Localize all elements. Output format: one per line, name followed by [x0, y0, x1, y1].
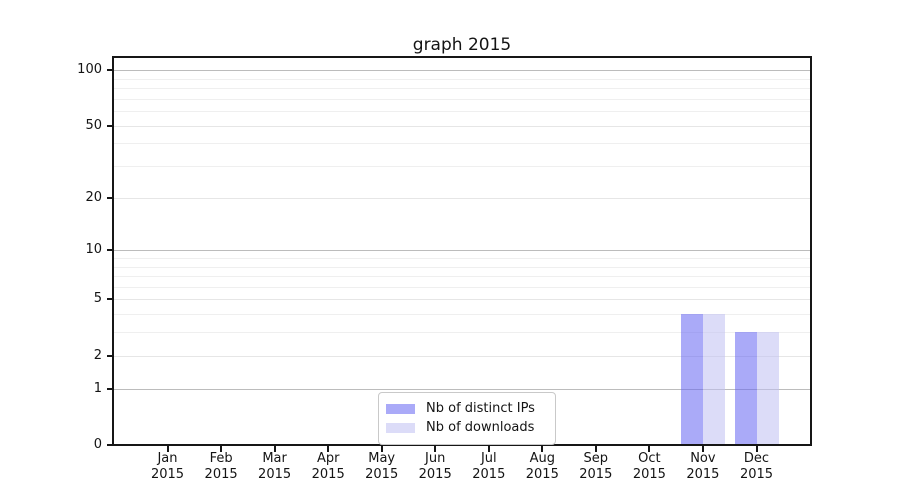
legend-swatch-downloads [386, 422, 415, 433]
chart-title: graph 2015 [412, 35, 512, 55]
gridline-minor-80 [114, 87, 810, 89]
y-axis-tick-5 [107, 298, 114, 301]
x-axis-tick-label-jan: Jan 2015 [128, 451, 208, 483]
gridline-minor-40 [114, 143, 810, 145]
x-axis-tick-oct [648, 446, 651, 452]
gridline-20 [114, 197, 810, 199]
x-tick-year: 2015 [150, 467, 185, 482]
x-tick-year: 2015 [579, 467, 613, 482]
x-axis-tick-aug [541, 446, 544, 452]
bar-downloads-nov [702, 314, 725, 445]
y-axis-tick-100 [107, 69, 114, 71]
y-axis-tick-label-2: 2 [93, 347, 102, 363]
x-axis-tick-label-dec: Dec 2015 [717, 451, 797, 483]
gridline-minor-8 [114, 266, 810, 268]
x-tick-month: Feb [209, 451, 233, 466]
y-axis-tick-label-5: 5 [93, 291, 102, 307]
y-axis-tick-50 [107, 124, 114, 127]
legend-label-downloads: Nb of downloads [426, 419, 535, 435]
gridline-minor-90 [114, 78, 810, 80]
x-tick-year: 2015 [686, 467, 720, 482]
gridline-minor-30 [114, 166, 810, 167]
x-axis-tick-jul [487, 446, 490, 452]
x-tick-year: 2015 [418, 467, 452, 482]
legend-entry-distinct-ips: Nb of distinct IPs [386, 400, 547, 417]
x-tick-year: 2015 [472, 467, 506, 482]
y-axis-tick-label-10: 10 [85, 242, 102, 258]
x-tick-year: 2015 [204, 467, 238, 482]
x-axis-tick-label-feb: Feb 2015 [181, 451, 261, 483]
gridline-100 [114, 70, 810, 71]
x-tick-year: 2015 [365, 467, 399, 482]
x-axis-tick-nov [701, 446, 704, 452]
x-tick-month: Apr [316, 451, 340, 466]
x-tick-month: Dec [743, 451, 770, 466]
x-tick-year: 2015 [632, 467, 666, 482]
gridline-10 [114, 250, 810, 252]
x-axis-tick-feb [220, 446, 223, 452]
x-axis-tick-mar [273, 446, 276, 452]
gridline-1 [114, 388, 810, 390]
y-axis-tick-1 [107, 387, 114, 390]
gridline-minor-9 [114, 257, 810, 259]
bar-downloads-dec [756, 332, 779, 445]
x-axis-tick-label-jun: Jun 2015 [395, 451, 475, 483]
x-axis-tick-jan [166, 446, 169, 452]
x-tick-year: 2015 [525, 467, 559, 482]
x-tick-month: Oct [638, 451, 661, 466]
x-tick-month: Jun [425, 451, 446, 466]
x-axis-tick-label-may: May 2015 [342, 451, 422, 483]
x-tick-month: Sep [583, 451, 609, 466]
x-axis-tick-label-oct: Oct 2015 [609, 451, 689, 483]
x-axis-tick-label-sep: Sep 2015 [556, 451, 636, 483]
x-axis-tick-sep [594, 446, 597, 452]
y-axis-tick-label-1: 1 [93, 380, 102, 396]
x-tick-year: 2015 [311, 467, 345, 482]
legend: Nb of distinct IPs Nb of downloads [378, 392, 556, 445]
legend-swatch-distinct-ips [386, 403, 415, 414]
x-axis-tick-jun [434, 446, 437, 452]
gridline-minor-70 [114, 98, 810, 100]
x-tick-year: 2015 [739, 467, 774, 482]
gridline-5 [114, 299, 810, 301]
x-axis-tick-label-apr: Apr 2015 [288, 451, 368, 483]
y-axis-tick-label-100: 100 [77, 62, 102, 77]
x-axis-tick-label-jul: Jul 2015 [449, 451, 529, 483]
gridline-minor-3 [114, 332, 810, 334]
y-axis-tick-20 [107, 196, 114, 199]
gridline-50 [114, 125, 810, 127]
y-axis-tick-label-20: 20 [85, 189, 102, 205]
gridline-2 [114, 355, 810, 357]
x-axis-tick-may [380, 446, 383, 452]
x-tick-month: May [368, 451, 396, 466]
x-tick-month: Aug [529, 451, 555, 466]
gridline-minor-4 [114, 314, 810, 316]
x-axis-tick-label-nov: Nov 2015 [663, 451, 743, 483]
gridline-minor-6 [114, 286, 810, 288]
bar-distinct-ips-dec [734, 332, 757, 445]
legend-entry-downloads: Nb of downloads [386, 419, 547, 436]
x-tick-month: Jul [480, 451, 497, 466]
y-axis-tick-10 [107, 249, 114, 252]
y-axis-tick-2 [107, 354, 114, 357]
x-tick-month: Mar [262, 451, 287, 466]
x-axis-tick-label-aug: Aug 2015 [502, 451, 582, 483]
x-tick-month: Nov [690, 451, 716, 466]
y-axis-tick-label-0: 0 [93, 437, 102, 452]
x-tick-month: Jan [157, 451, 178, 466]
gridline-minor-60 [114, 111, 810, 112]
y-axis-tick-0 [107, 444, 114, 446]
x-axis-tick-apr [327, 446, 330, 452]
x-axis-tick-dec [755, 446, 758, 452]
x-tick-year: 2015 [258, 467, 292, 482]
x-axis-tick-label-mar: Mar 2015 [235, 451, 315, 483]
bar-distinct-ips-nov [680, 314, 703, 445]
legend-label-distinct-ips: Nb of distinct IPs [426, 400, 535, 416]
gridline-minor-7 [114, 276, 810, 277]
y-axis-tick-label-50: 50 [85, 117, 102, 133]
